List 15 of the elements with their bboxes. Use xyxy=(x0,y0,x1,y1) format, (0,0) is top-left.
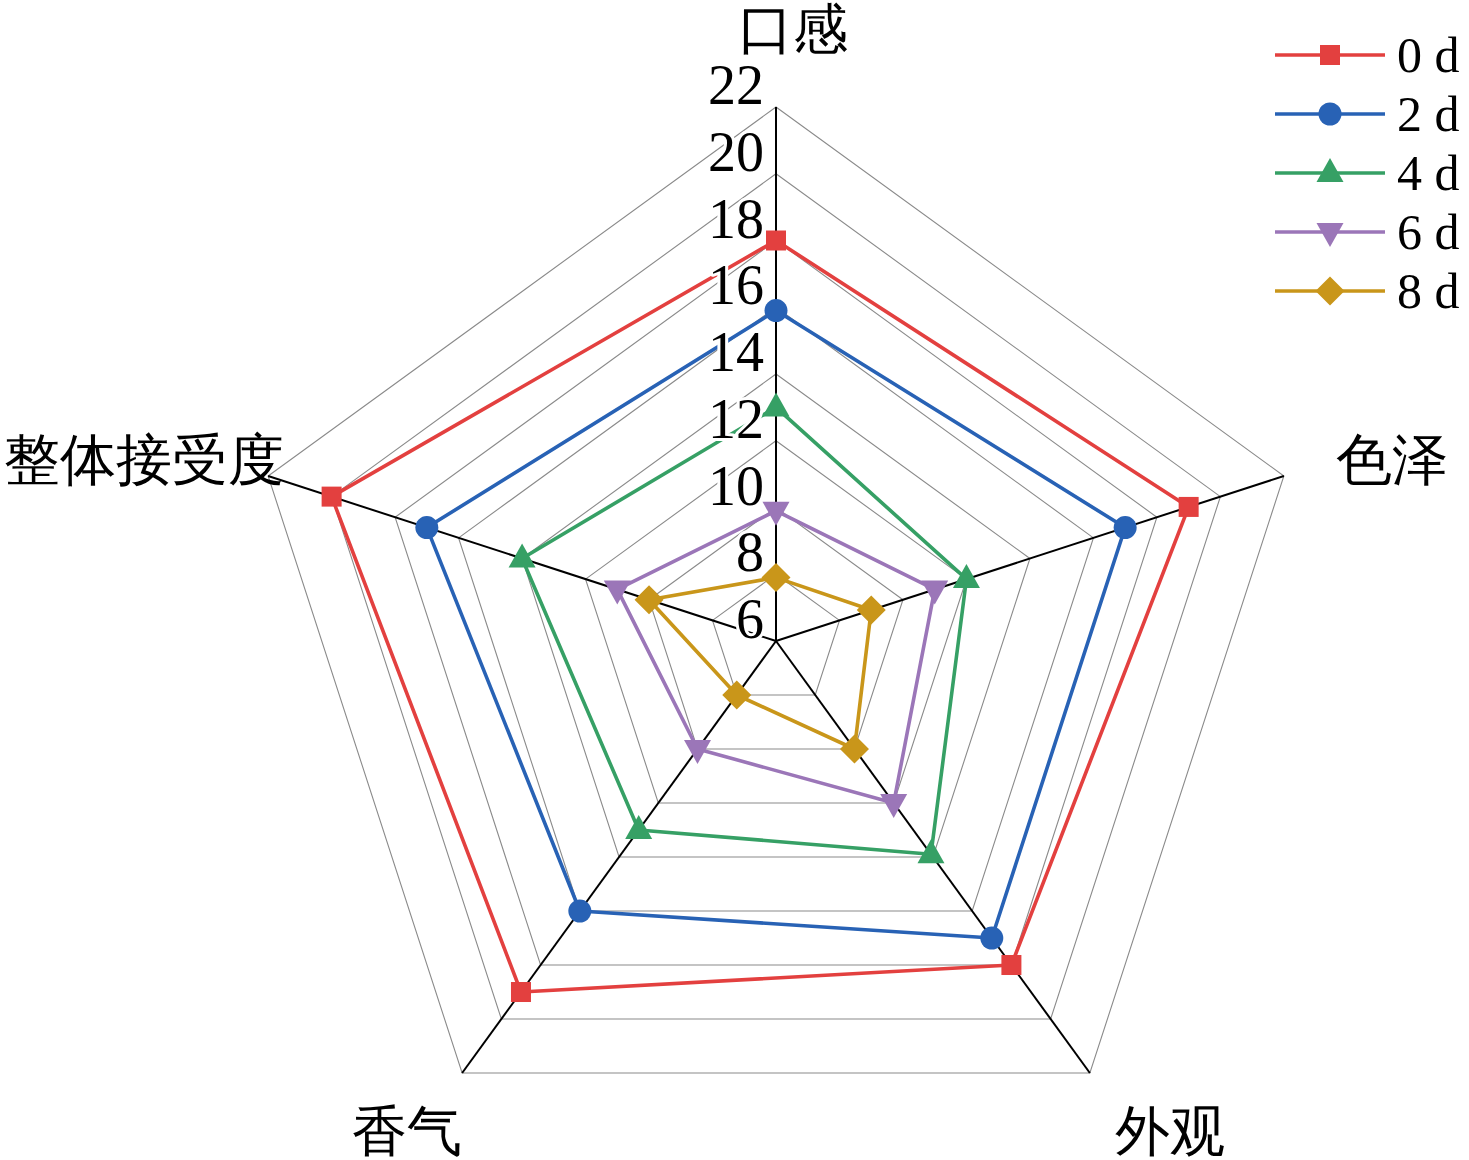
tick-label: 10 xyxy=(708,454,764,517)
legend-label: 2 d xyxy=(1397,86,1460,142)
category-label: 香气 xyxy=(352,1101,463,1160)
tick-label: 16 xyxy=(708,254,764,317)
tick-label: 18 xyxy=(708,187,764,250)
legend-label: 6 d xyxy=(1397,204,1460,260)
legend-label: 8 d xyxy=(1397,263,1460,319)
category-label: 整体接受度 xyxy=(4,429,284,491)
tick-label: 20 xyxy=(708,120,764,183)
category-label: 外观 xyxy=(1114,1101,1225,1160)
legend-label: 4 d xyxy=(1397,145,1460,201)
legend-label: 0 d xyxy=(1397,27,1460,83)
category-label: 色泽 xyxy=(1335,429,1448,491)
tick-label: 14 xyxy=(708,321,764,383)
tick-label: 8 xyxy=(736,521,764,584)
